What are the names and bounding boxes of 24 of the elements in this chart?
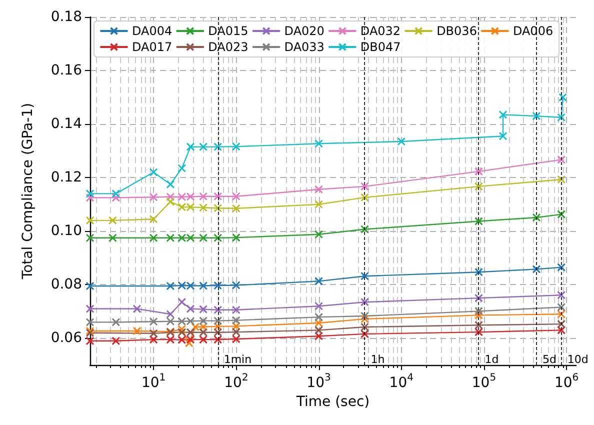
y-tick-label: 0.10 xyxy=(50,223,82,240)
y-tick-label: 0.14 xyxy=(50,116,82,132)
y-axis-title: Total Compliance (GPa-1) xyxy=(20,102,36,280)
y-tick-label: 0.18 xyxy=(50,9,82,25)
ref-line-label: 10d xyxy=(567,353,588,366)
legend-label: DA020 xyxy=(284,24,324,38)
ref-line-label: 1d xyxy=(484,353,499,366)
legend-label: DA032 xyxy=(360,24,401,38)
ref-line-label: 1h xyxy=(370,353,385,366)
legend-label: DA004 xyxy=(132,24,172,38)
y-tick-label: 0.16 xyxy=(50,62,82,79)
x-axis-title: Time (sec) xyxy=(295,394,370,410)
legend-label: DA015 xyxy=(208,24,248,38)
legend-label: DB047 xyxy=(360,40,401,54)
legend-label: DB036 xyxy=(436,24,477,38)
y-tick-label: 0.12 xyxy=(50,170,82,186)
ref-line-label: 5d xyxy=(542,353,556,366)
y-tick-label: 0.08 xyxy=(50,276,82,293)
y-tick-label: 0.06 xyxy=(50,330,82,346)
ref-line-label: 1min xyxy=(224,353,252,366)
legend-label: DA006 xyxy=(512,24,554,38)
legend-label: DA033 xyxy=(284,40,324,54)
legend-label: DA023 xyxy=(208,40,248,54)
legend-label: DA017 xyxy=(132,40,172,54)
